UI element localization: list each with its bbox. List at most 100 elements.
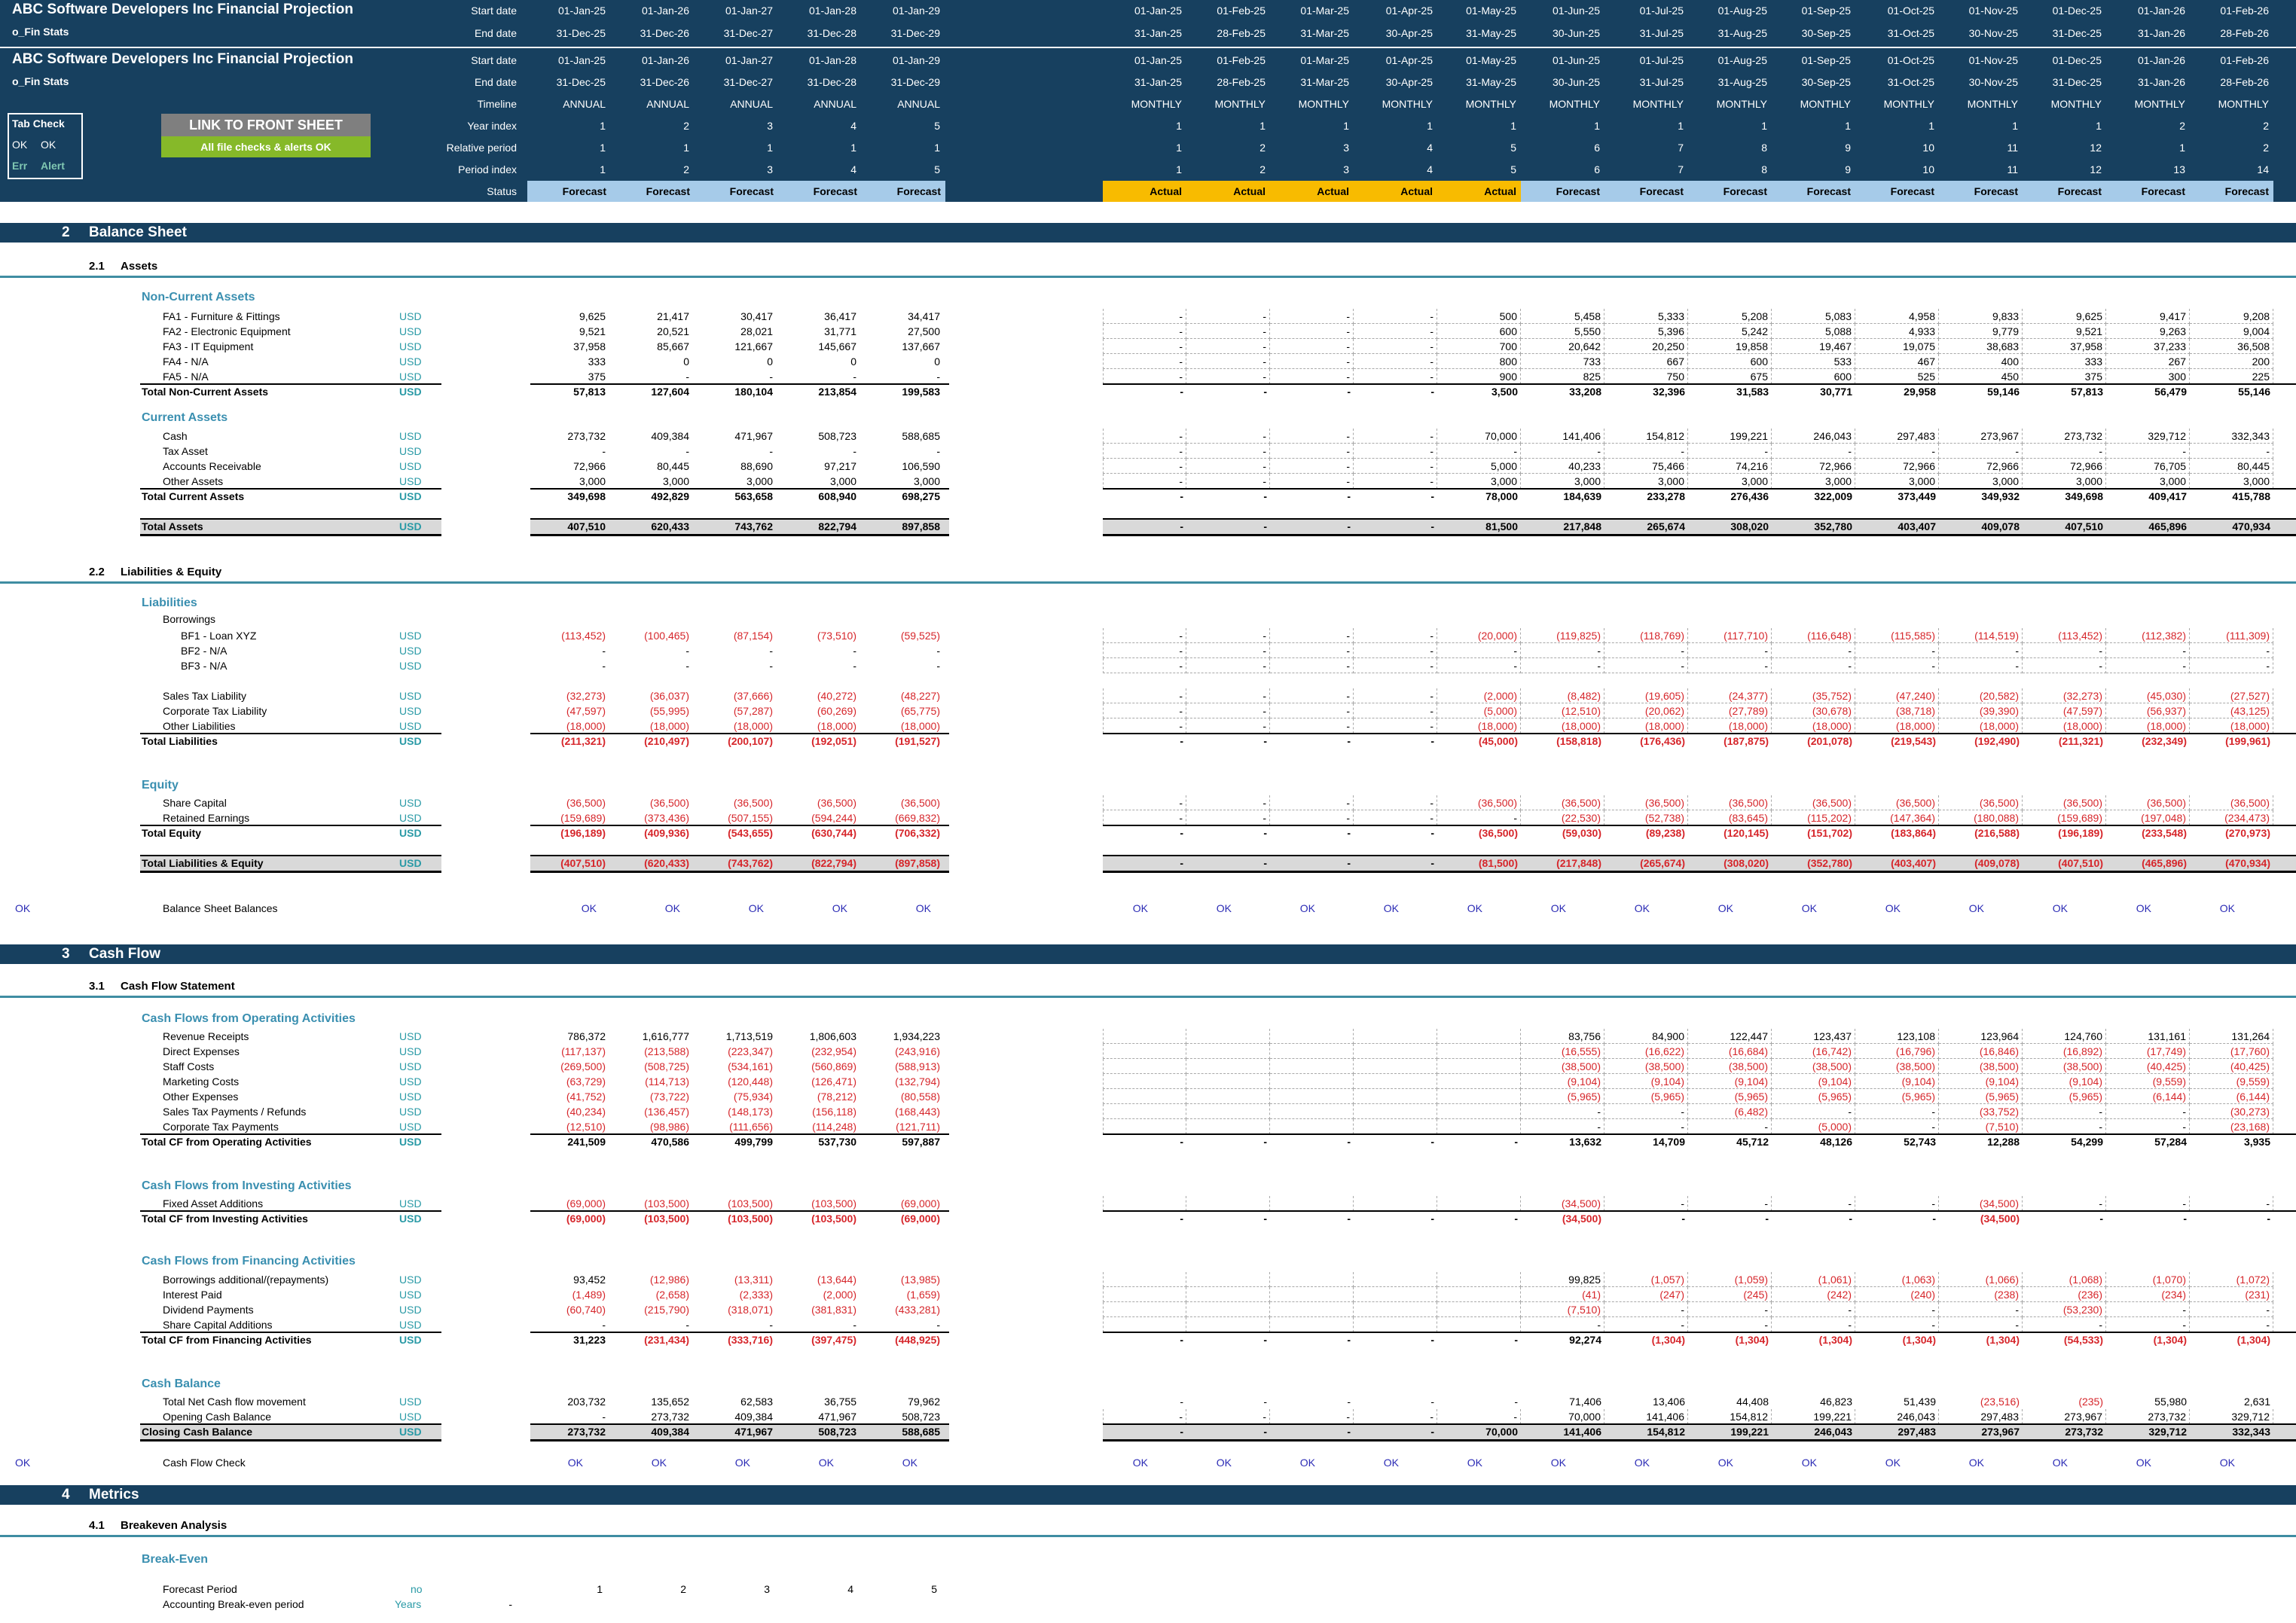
monthly-value-cell[interactable]: 33,208 <box>1569 386 1601 398</box>
monthly-value-cell[interactable]: 12,288 <box>1987 1136 2020 1148</box>
monthly-value-cell[interactable]: (18,000) <box>1855 718 1939 734</box>
annual-value-cell[interactable]: 36,755 <box>824 1396 856 1408</box>
monthly-value-cell[interactable]: 78,000 <box>1485 490 1518 502</box>
monthly-value-cell[interactable]: (235) <box>2078 1396 2103 1408</box>
annual-value-cell[interactable]: (36,500) <box>817 797 856 809</box>
monthly-value-cell[interactable]: - <box>1855 1317 1939 1332</box>
monthly-value-cell[interactable]: (151,702) <box>1807 827 1852 839</box>
monthly-value-cell[interactable]: - <box>1270 718 1354 734</box>
check-ok-cell[interactable]: OK <box>1132 902 1148 914</box>
annual-value-cell[interactable]: (448,925) <box>895 1334 940 1346</box>
annual-value-cell[interactable]: 1,806,603 <box>809 1030 856 1042</box>
monthly-value-cell[interactable]: (187,875) <box>1724 735 1769 747</box>
monthly-value-cell[interactable]: - <box>1270 369 1354 384</box>
monthly-value-cell[interactable]: (196,189) <box>2058 827 2103 839</box>
monthly-value-cell[interactable]: (33,752) <box>1939 1104 2023 1119</box>
monthly-value-cell[interactable]: (242) <box>1772 1287 1855 1302</box>
monthly-value-cell[interactable]: 409,078 <box>1981 520 2020 532</box>
annual-value-cell[interactable]: 470,586 <box>651 1136 689 1148</box>
annual-value-cell[interactable]: 127,604 <box>651 386 689 398</box>
monthly-value-cell[interactable] <box>1354 1272 1437 1287</box>
monthly-value-cell[interactable]: (38,500) <box>1604 1059 1688 1074</box>
annual-value-cell[interactable]: (2,000) <box>823 1289 856 1301</box>
monthly-value-cell[interactable]: - <box>1939 658 2023 673</box>
annual-value-cell[interactable]: - <box>602 1411 606 1423</box>
monthly-value-cell[interactable]: 5,000 <box>1437 459 1521 474</box>
annual-value-cell[interactable]: 407,510 <box>567 520 606 532</box>
monthly-value-cell[interactable]: - <box>2106 1317 2190 1332</box>
monthly-value-cell[interactable]: - <box>1939 444 2023 459</box>
monthly-value-cell[interactable]: (1,070) <box>2106 1272 2190 1287</box>
monthly-value-cell[interactable]: 332,343 <box>2232 1426 2270 1438</box>
monthly-value-cell[interactable]: - <box>1186 643 1270 658</box>
monthly-value-cell[interactable] <box>1186 1119 1270 1134</box>
monthly-value-cell[interactable]: - <box>1514 1334 1518 1346</box>
monthly-value-cell[interactable]: - <box>1270 474 1354 489</box>
annual-value-cell[interactable]: (543,655) <box>728 827 773 839</box>
monthly-value-cell[interactable]: 5,333 <box>1604 309 1688 324</box>
annual-value-cell[interactable]: 273,732 <box>567 1426 606 1438</box>
check-ok-cell[interactable]: OK <box>734 1457 750 1469</box>
annual-value-cell[interactable]: 743,762 <box>734 520 773 532</box>
monthly-value-cell[interactable]: (16,555) <box>1521 1044 1604 1059</box>
monthly-value-cell[interactable]: - <box>1180 1396 1183 1408</box>
monthly-value-cell[interactable]: - <box>1263 1334 1267 1346</box>
monthly-value-cell[interactable]: - <box>1604 658 1688 673</box>
monthly-value-cell[interactable]: (247) <box>1604 1287 1688 1302</box>
monthly-value-cell[interactable]: 9,521 <box>2023 324 2106 339</box>
monthly-value-cell[interactable]: 500 <box>1437 309 1521 324</box>
check-ok-cell[interactable]: OK <box>1216 1457 1232 1469</box>
monthly-value-cell[interactable]: 329,712 <box>2148 1426 2187 1438</box>
annual-value-cell[interactable]: (103,500) <box>811 1213 856 1225</box>
monthly-value-cell[interactable]: (9,104) <box>1855 1074 1939 1089</box>
monthly-value-cell[interactable]: 297,483 <box>1898 1426 1936 1438</box>
annual-value-cell[interactable]: 97,217 <box>824 460 856 472</box>
monthly-value-cell[interactable]: (219,543) <box>1891 735 1936 747</box>
monthly-value-cell[interactable]: (30,273) <box>2190 1104 2273 1119</box>
monthly-value-cell[interactable]: - <box>1354 658 1437 673</box>
monthly-value-cell[interactable]: - <box>1354 718 1437 734</box>
annual-value-cell[interactable]: 471,967 <box>734 1426 773 1438</box>
monthly-value-cell[interactable]: (18,000) <box>2190 718 2273 734</box>
monthly-value-cell[interactable]: 51,439 <box>1904 1396 1936 1408</box>
monthly-value-cell[interactable]: 675 <box>1688 369 1772 384</box>
monthly-value-cell[interactable]: - <box>1103 369 1186 384</box>
monthly-value-cell[interactable]: - <box>1270 459 1354 474</box>
monthly-value-cell[interactable]: - <box>2190 643 2273 658</box>
monthly-value-cell[interactable]: (19,605) <box>1604 688 1688 703</box>
annual-value-cell[interactable]: (48,227) <box>900 690 940 702</box>
annual-value-cell[interactable]: 2 <box>680 1583 686 1595</box>
monthly-value-cell[interactable]: - <box>1855 1302 1939 1317</box>
monthly-value-cell[interactable]: - <box>1347 1396 1351 1408</box>
annual-value-cell[interactable]: (232,954) <box>811 1045 856 1057</box>
check-ok-cell[interactable]: OK <box>664 902 680 914</box>
monthly-value-cell[interactable]: - <box>1437 643 1521 658</box>
monthly-value-cell[interactable]: 131,264 <box>2190 1029 2273 1044</box>
check-ok-cell[interactable]: OK <box>1968 902 1984 914</box>
monthly-value-cell[interactable]: (38,500) <box>1855 1059 1939 1074</box>
monthly-value-cell[interactable]: 30,771 <box>1820 386 1852 398</box>
monthly-value-cell[interactable]: - <box>1430 1136 1434 1148</box>
monthly-value-cell[interactable]: (470,934) <box>2225 857 2270 869</box>
monthly-value-cell[interactable]: 141,406 <box>1604 1409 1688 1424</box>
annual-value-cell[interactable]: 508,723 <box>818 430 856 442</box>
monthly-value-cell[interactable]: (36,500) <box>2023 795 2106 810</box>
annual-value-cell[interactable]: 88,690 <box>740 460 773 472</box>
monthly-value-cell[interactable]: - <box>1270 643 1354 658</box>
monthly-value-cell[interactable]: - <box>1103 444 1186 459</box>
annual-value-cell[interactable]: (1,659) <box>906 1289 940 1301</box>
monthly-value-cell[interactable]: - <box>1180 520 1183 532</box>
monthly-value-cell[interactable]: (36,500) <box>2106 795 2190 810</box>
monthly-value-cell[interactable]: (1,304) <box>1735 1334 1769 1346</box>
monthly-value-cell[interactable] <box>1103 1196 1186 1211</box>
annual-value-cell[interactable]: 0 <box>767 355 773 368</box>
monthly-value-cell[interactable]: 273,732 <box>2023 429 2106 444</box>
monthly-value-cell[interactable]: 200 <box>2190 354 2273 369</box>
monthly-value-cell[interactable]: - <box>1347 735 1351 747</box>
monthly-value-cell[interactable]: 55,980 <box>2154 1396 2187 1408</box>
annual-value-cell[interactable]: (120,448) <box>728 1075 773 1088</box>
monthly-value-cell[interactable]: 217,848 <box>1563 520 1601 532</box>
check-ok-cell[interactable]: OK <box>1801 902 1817 914</box>
monthly-value-cell[interactable]: (111,309) <box>2190 628 2273 643</box>
monthly-value-cell[interactable]: (115,202) <box>1772 810 1855 825</box>
